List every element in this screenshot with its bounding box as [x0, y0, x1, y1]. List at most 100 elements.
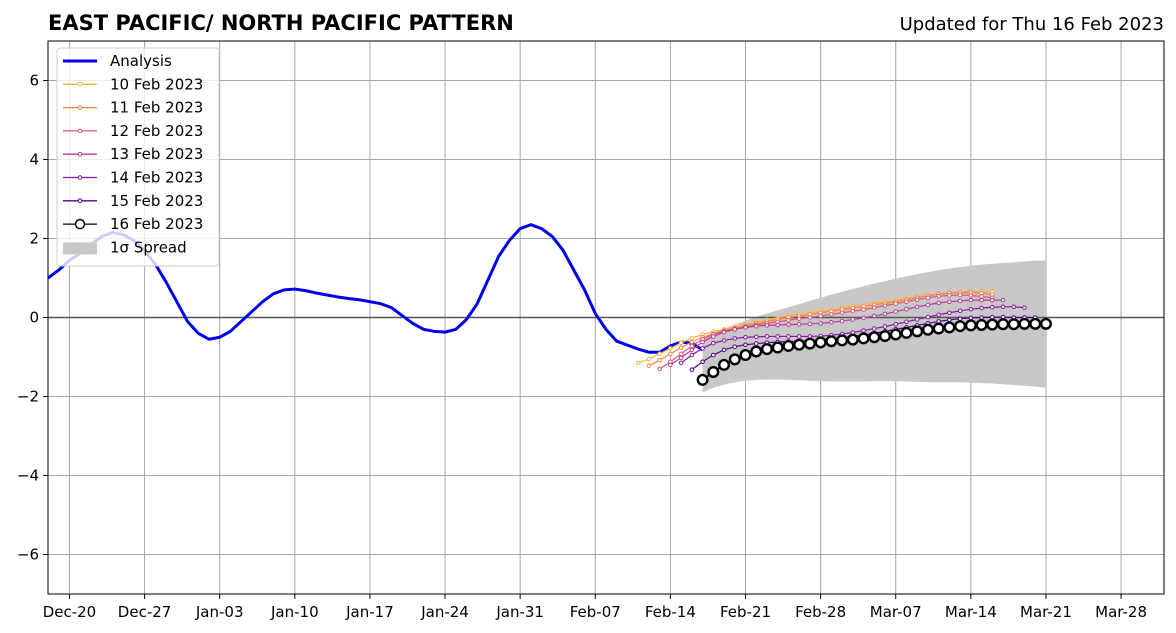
forecast-point — [689, 347, 695, 353]
forecast-point — [990, 314, 995, 320]
forecast-point — [904, 306, 909, 312]
forecast-point — [936, 312, 941, 318]
forecast-point — [871, 326, 877, 331]
forecast-point — [771, 341, 784, 354]
forecast-point — [925, 295, 931, 301]
forecast-point — [700, 359, 705, 365]
x-tick-label: Mar-14 — [945, 603, 997, 621]
x-tick-label: Jan-10 — [270, 603, 319, 621]
forecast-point — [743, 334, 748, 340]
forecast-point — [921, 323, 934, 336]
forecast-point — [850, 308, 856, 314]
legend-entry: 13 Feb 2023 — [63, 145, 203, 163]
forecast-point — [646, 356, 652, 362]
forecast-point — [839, 310, 845, 316]
forecast-point — [739, 349, 752, 362]
forecast-point — [1029, 317, 1042, 330]
forecast-point — [957, 292, 963, 298]
forecast-point — [782, 339, 795, 352]
forecast-point — [814, 336, 827, 349]
forecast-point — [904, 319, 909, 325]
forecast-point — [879, 330, 892, 343]
x-tick-label: Jan-03 — [195, 603, 244, 621]
forecast-point — [689, 367, 695, 372]
x-tick-label: Feb-07 — [570, 603, 621, 621]
x-tick-label: Dec-27 — [118, 603, 172, 621]
forecast-point — [839, 318, 845, 324]
forecast-point — [721, 347, 727, 353]
y-tick-label: 2 — [29, 230, 39, 248]
forecast-point — [803, 337, 816, 350]
forecast-point — [732, 327, 738, 332]
forecast-point — [1039, 317, 1052, 330]
x-tick-label: Jan-17 — [345, 603, 394, 621]
y-tick-label: 4 — [29, 151, 39, 169]
forecast-point — [1000, 304, 1006, 310]
forecast-series-5 — [678, 304, 1027, 366]
legend-marker — [77, 128, 83, 134]
forecast-point — [657, 357, 662, 363]
legend-label: 14 Feb 2023 — [110, 169, 203, 187]
forecast-point — [968, 306, 974, 312]
forecast-point — [979, 315, 984, 320]
forecast-point — [646, 363, 652, 368]
forecast-point — [947, 317, 952, 323]
y-tick-label: −2 — [17, 388, 39, 406]
forecast-point — [743, 342, 748, 348]
forecast-point — [829, 312, 834, 317]
forecast-point — [678, 340, 684, 346]
forecast-point — [657, 351, 662, 357]
forecast-point — [743, 325, 748, 330]
forecast-point — [689, 339, 695, 345]
forecast-point — [689, 335, 695, 341]
legend-label: 12 Feb 2023 — [110, 122, 203, 140]
forecast-point — [990, 304, 995, 310]
forecast-point — [700, 346, 705, 351]
forecast-point — [846, 333, 859, 346]
forecast-point — [825, 335, 838, 348]
forecast-point — [904, 299, 909, 305]
forecast-point — [893, 321, 899, 327]
forecast-point — [986, 318, 999, 331]
forecast-point — [990, 297, 995, 303]
updated-label: Updated for Thu 16 Feb 2023 — [900, 14, 1164, 35]
forecast-point — [911, 325, 924, 338]
forecast-point — [932, 322, 945, 335]
forecast-point — [711, 340, 716, 346]
legend-entry: 1σ Spread — [63, 238, 187, 256]
forecast-point — [718, 358, 731, 371]
forecast-point — [818, 321, 823, 326]
x-tick-label: Feb-21 — [720, 603, 771, 621]
legend-entry: Analysis — [63, 52, 172, 70]
forecast-point — [954, 320, 967, 333]
forecast-point — [943, 321, 956, 334]
forecast-point — [764, 334, 770, 339]
forecast-point — [760, 343, 773, 356]
forecast-point — [728, 353, 741, 366]
legend-box — [56, 47, 220, 267]
forecast-point — [668, 351, 673, 357]
forecast-point — [964, 319, 977, 332]
forecast-point — [947, 299, 952, 305]
axis-ticks: Dec-20 Dec-27 Jan-03 Jan-10 Jan-17 Jan-24 Jan-… — [17, 72, 1147, 622]
legend-marker — [77, 175, 83, 180]
legend-label: 15 Feb 2023 — [110, 192, 203, 210]
forecast-point — [721, 338, 727, 343]
forecast-point — [657, 366, 662, 372]
analysis-series — [47, 223, 704, 354]
forecast-point — [1011, 304, 1017, 310]
forecast-point — [882, 311, 888, 317]
forecast-point — [732, 336, 738, 341]
forecast-point — [668, 362, 673, 368]
forecast-point — [957, 308, 963, 314]
forecast-point — [968, 315, 974, 321]
forecast-point — [893, 301, 899, 306]
legend-label: 11 Feb 2023 — [110, 99, 203, 117]
x-tick-label: Dec-20 — [43, 603, 97, 621]
forecast-point — [997, 318, 1010, 331]
legend-label: 16 Feb 2023 — [110, 215, 203, 233]
legend-label: Analysis — [110, 52, 172, 70]
legend-marker — [77, 198, 83, 204]
analysis-line — [47, 223, 704, 354]
forecast-point — [947, 293, 952, 298]
